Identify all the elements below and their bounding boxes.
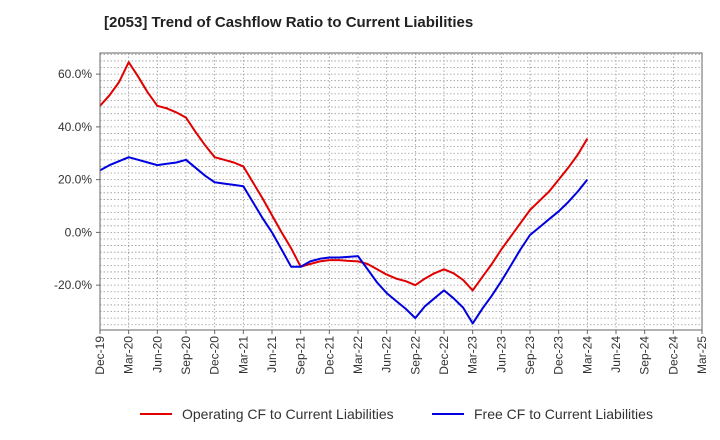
x-tick-label: Mar-24 <box>580 336 594 374</box>
x-tick-label: Dec-20 <box>208 336 222 375</box>
x-tick-label: Mar-25 <box>695 336 709 374</box>
legend-free-cf-label: Free CF to Current Liabilities <box>474 406 653 422</box>
x-tick-label: Jun-24 <box>609 336 623 373</box>
x-tick-label: Sep-20 <box>179 336 193 375</box>
legend: Operating CF to Current Liabilities Free … <box>140 406 653 422</box>
plot-frame <box>99 52 703 331</box>
y-tick-label: 40.0% <box>58 120 92 134</box>
x-tick-label: Mar-20 <box>122 336 136 374</box>
y-tick-label: -20.0% <box>54 278 92 292</box>
x-tick-label: Jun-21 <box>265 336 279 373</box>
x-tick-label: Jun-20 <box>150 336 164 373</box>
x-tick-label: Sep-21 <box>294 336 308 375</box>
free-cf-series-line <box>99 156 589 325</box>
operating-cf-series-line <box>99 61 589 292</box>
grid-lines <box>99 53 703 330</box>
x-tick-label: Mar-22 <box>351 336 365 374</box>
x-tick-label: Jun-23 <box>494 336 508 373</box>
y-tick-label: 20.0% <box>58 173 92 187</box>
x-tick-label: Mar-21 <box>236 336 250 374</box>
x-tick-label: Sep-24 <box>638 336 652 375</box>
y-axis-ticks: 60.0% 40.0% 20.0% 0.0% -20.0% <box>54 67 100 292</box>
x-tick-label: Dec-24 <box>666 336 680 375</box>
x-tick-label: Dec-23 <box>552 336 566 375</box>
x-tick-label: Dec-19 <box>93 336 107 375</box>
x-axis-ticks: Dec-19 Mar-20 Jun-20 Sep-20 Dec-20 Mar-21 Jun-… <box>93 330 709 375</box>
x-tick-label: Dec-22 <box>437 336 451 375</box>
y-tick-label: 60.0% <box>58 67 92 81</box>
y-tick-label: 0.0% <box>65 225 93 239</box>
x-tick-label: Jun-22 <box>380 336 394 373</box>
legend-operating-cf-label: Operating CF to Current Liabilities <box>182 406 394 422</box>
x-tick-label: Sep-22 <box>408 336 422 375</box>
x-tick-label: Sep-23 <box>523 336 537 375</box>
x-tick-label: Dec-21 <box>322 336 336 375</box>
series-lines <box>99 61 589 325</box>
x-tick-label: Mar-23 <box>466 336 480 374</box>
chart-title: [2053] Trend of Cashflow Ratio to Curren… <box>104 14 474 31</box>
